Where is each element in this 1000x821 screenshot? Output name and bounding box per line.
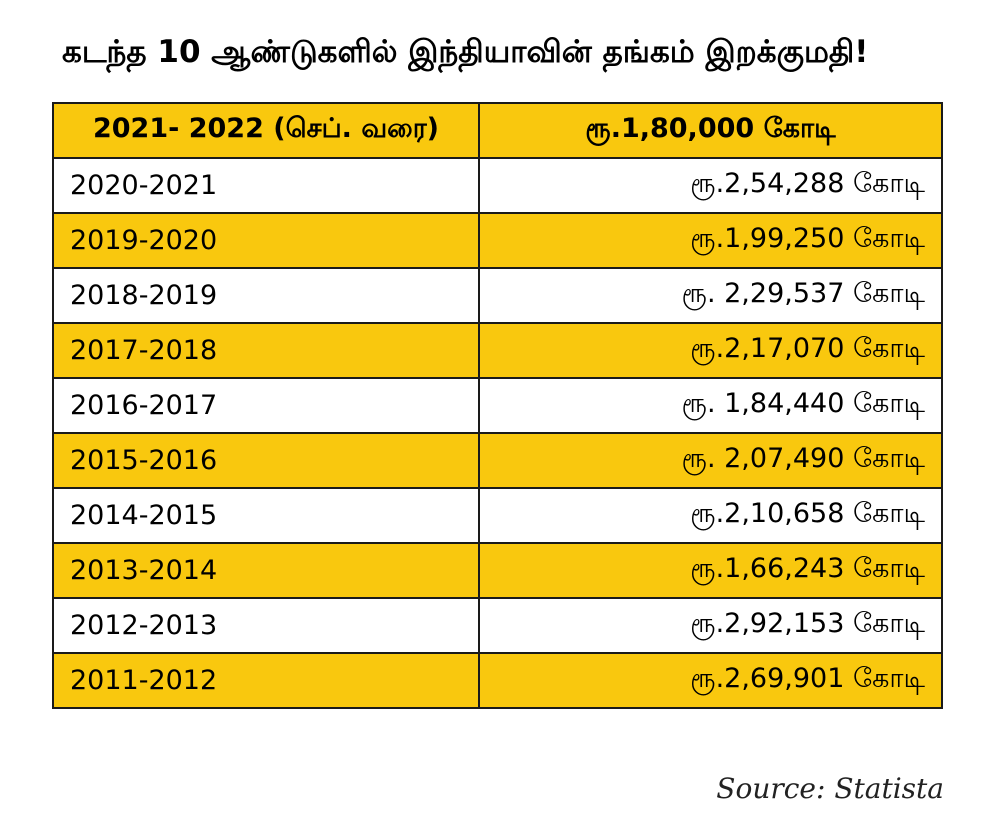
- period-cell: 2013-2014: [52, 542, 480, 599]
- period-cell: 2016-2017: [52, 377, 480, 434]
- value-cell: ரூ. 2,29,537 கோடி: [478, 267, 943, 324]
- value-cell: ரூ.2,54,288 கோடி: [478, 157, 943, 214]
- period-cell: 2014-2015: [52, 487, 480, 544]
- value-cell: ரூ.2,10,658 கோடி: [478, 487, 943, 544]
- value-cell: ரூ. 1,84,440 கோடி: [478, 377, 943, 434]
- table-row: 2012-2013 ரூ.2,92,153 கோடி: [52, 597, 943, 654]
- gold-import-table: 2021- 2022 (செப். வரை) ரூ.1,80,000 கோடி …: [52, 102, 943, 709]
- table-row: 2018-2019 ரூ. 2,29,537 கோடி: [52, 267, 943, 324]
- value-cell: ரூ.2,69,901 கோடி: [478, 652, 943, 709]
- period-cell: 2019-2020: [52, 212, 480, 269]
- table-row: 2019-2020 ரூ.1,99,250 கோடி: [52, 212, 943, 269]
- period-cell: 2015-2016: [52, 432, 480, 489]
- table-row: 2011-2012 ரூ.2,69,901 கோடி: [52, 652, 943, 709]
- table-row: 2017-2018 ரூ.2,17,070 கோடி: [52, 322, 943, 379]
- table-body: 2021- 2022 (செப். வரை) ரூ.1,80,000 கோடி …: [52, 102, 943, 709]
- period-cell: 2011-2012: [52, 652, 480, 709]
- table-row: 2015-2016 ரூ. 2,07,490 கோடி: [52, 432, 943, 489]
- chart-title: கடந்த 10 ஆண்டுகளில் இந்தியாவின் தங்கம் இ…: [62, 34, 869, 70]
- table-row: 2014-2015 ரூ.2,10,658 கோடி: [52, 487, 943, 544]
- period-cell: 2017-2018: [52, 322, 480, 379]
- value-cell: ரூ.2,92,153 கோடி: [478, 597, 943, 654]
- table-header-row: 2021- 2022 (செப். வரை) ரூ.1,80,000 கோடி: [52, 102, 943, 159]
- table-row: 2016-2017 ரூ. 1,84,440 கோடி: [52, 377, 943, 434]
- source-credit: Source: Statista: [716, 772, 944, 805]
- period-cell: 2018-2019: [52, 267, 480, 324]
- header-period-cell: 2021- 2022 (செப். வரை): [52, 102, 480, 159]
- period-cell: 2020-2021: [52, 157, 480, 214]
- value-cell: ரூ.1,66,243 கோடி: [478, 542, 943, 599]
- header-value-cell: ரூ.1,80,000 கோடி: [478, 102, 943, 159]
- value-cell: ரூ.1,99,250 கோடி: [478, 212, 943, 269]
- value-cell: ரூ.2,17,070 கோடி: [478, 322, 943, 379]
- value-cell: ரூ. 2,07,490 கோடி: [478, 432, 943, 489]
- table-row: 2020-2021 ரூ.2,54,288 கோடி: [52, 157, 943, 214]
- period-cell: 2012-2013: [52, 597, 480, 654]
- table-row: 2013-2014 ரூ.1,66,243 கோடி: [52, 542, 943, 599]
